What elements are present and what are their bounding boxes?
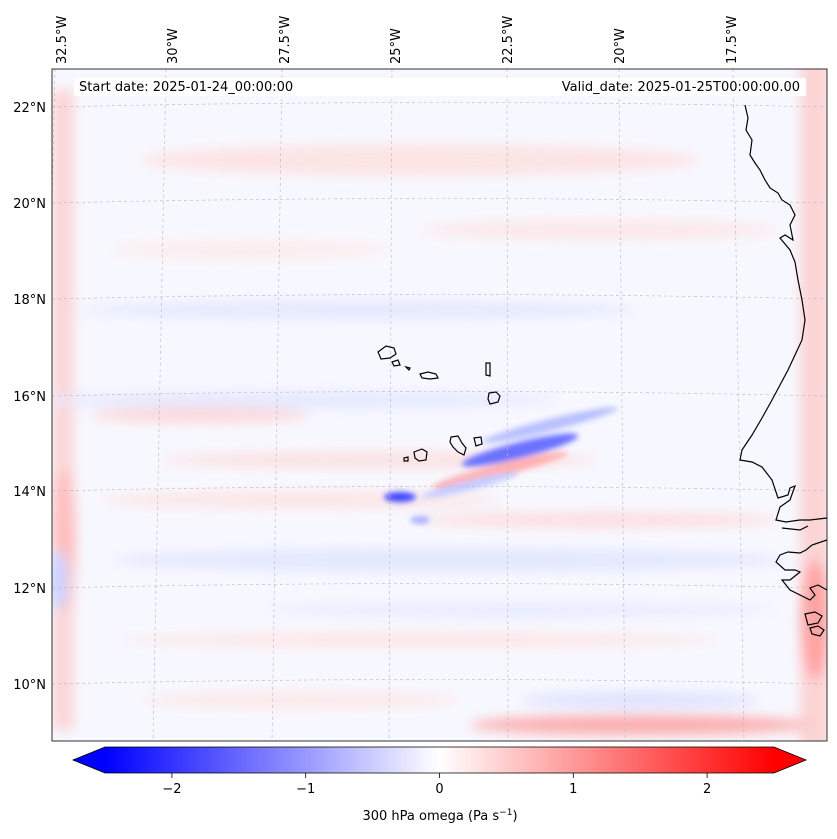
lon-label: 32.5°W: [55, 16, 70, 64]
colorbar-max-arrow: [774, 747, 806, 773]
lat-label: 12°N: [13, 582, 46, 597]
colorbar-min-arrow: [73, 747, 105, 773]
lon-label: 30°W: [166, 28, 181, 64]
lon-label: 25°W: [389, 28, 404, 64]
colorbar-tick-label: 1: [569, 782, 577, 797]
longitude-labels: 32.5°W 30°W 27.5°W 25°W 22.5°W 20°W 17.5…: [55, 16, 740, 64]
coastline: [739, 104, 827, 637]
africa-coast: [739, 104, 827, 601]
colorbar-label: 300 hPa omega (Pa s−1): [362, 808, 517, 824]
cape-verde-islands: [377, 345, 501, 462]
colorbar: −2 −1 0 1 2 300 hPa omega (Pa s−1): [71, 746, 808, 824]
omega-field: Start date: 2025-01-24_00:00:00 Valid_da…: [52, 69, 827, 741]
lat-label: 18°N: [13, 293, 46, 308]
lon-label: 22.5°W: [501, 16, 516, 64]
lon-label: 17.5°W: [725, 16, 740, 64]
lon-label: 20°W: [613, 28, 628, 64]
start-date-label: Start date: 2025-01-24_00:00:00: [79, 80, 293, 95]
latitude-labels: 22°N 20°N 18°N 16°N 14°N 12°N 10°N: [13, 101, 46, 693]
lat-label: 20°N: [13, 197, 46, 212]
colorbar-tick-label: 2: [703, 782, 711, 797]
lat-label: 14°N: [13, 485, 46, 500]
lon-label: 27.5°W: [278, 16, 293, 64]
date-header-bar: [74, 78, 806, 96]
colorbar-gradient: [105, 747, 774, 773]
valid-date-label: Valid_date: 2025-01-25T00:00:00.00: [562, 80, 800, 95]
colorbar-tick-label: 0: [435, 782, 443, 797]
lat-label: 16°N: [13, 390, 46, 405]
lat-label: 10°N: [13, 678, 46, 693]
colorbar-tick-label: −1: [296, 782, 315, 797]
map-gridlines: [52, 69, 827, 741]
colorbar-tick-label: −2: [162, 782, 181, 797]
map-frame: [51, 68, 828, 742]
lat-label: 22°N: [13, 101, 46, 116]
